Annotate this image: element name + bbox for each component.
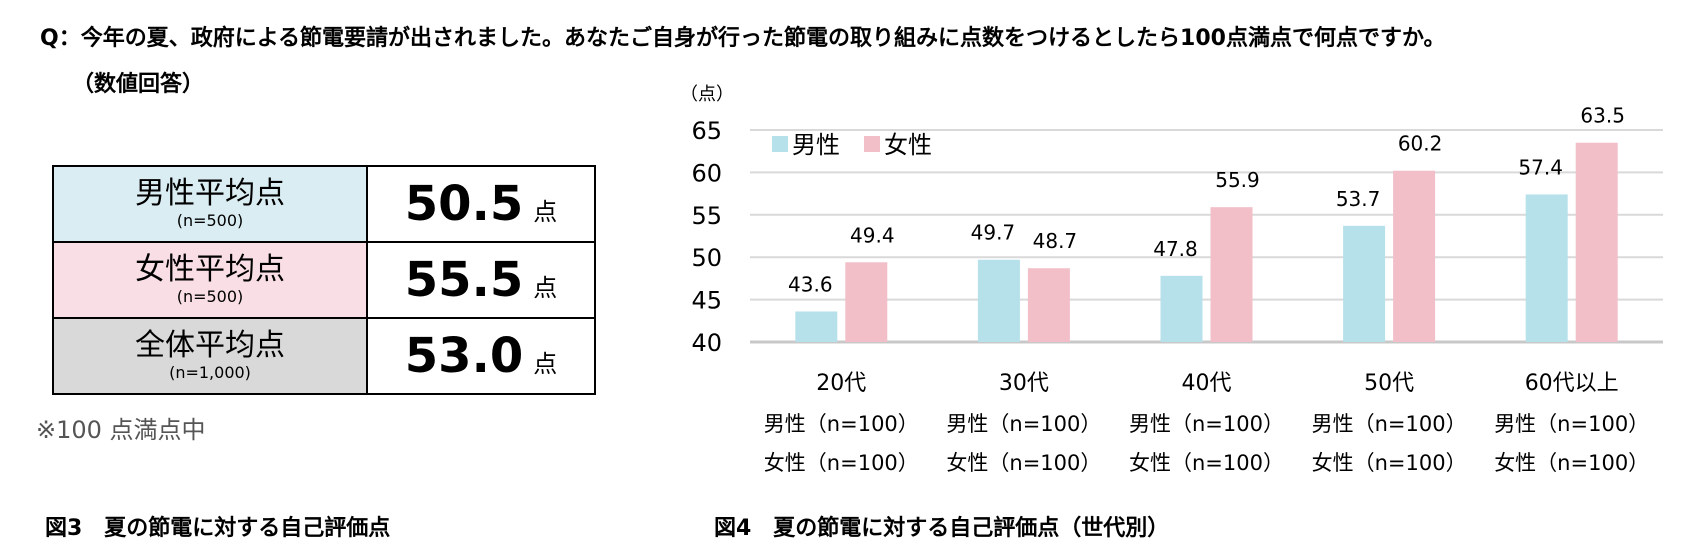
x-sample-male: 男性（n=100） <box>764 412 919 436</box>
legend-label-male: 男性 <box>792 131 840 159</box>
male-average-label: 男性平均点 <box>135 176 285 211</box>
y-tick-label: 60 <box>691 159 722 187</box>
y-tick-label: 50 <box>691 244 722 272</box>
x-sample-female: 女性（n=100） <box>1129 451 1284 475</box>
data-label: 47.8 <box>1153 237 1198 261</box>
x-sample-female: 女性（n=100） <box>764 451 919 475</box>
table-row-female: 女性平均点 (n=500) 55.5 点 <box>52 241 596 319</box>
female-average-unit: 点 <box>533 274 558 302</box>
data-label: 63.5 <box>1580 104 1625 128</box>
female-sample-size: (n=500) <box>176 287 244 306</box>
male-value-cell: 50.5 点 <box>366 165 596 243</box>
data-label: 49.4 <box>850 223 895 247</box>
female-value-cell: 55.5 点 <box>366 241 596 319</box>
male-sample-size: (n=500) <box>176 211 244 230</box>
female-average-label: 女性平均点 <box>135 252 285 287</box>
x-sample-female: 女性（n=100） <box>1312 451 1467 475</box>
figure3-caption: 図3 夏の節電に対する自己評価点 <box>45 516 391 541</box>
data-label: 43.6 <box>788 272 833 296</box>
x-category-label: 50代 <box>1364 371 1414 396</box>
data-label: 48.7 <box>1033 229 1078 253</box>
data-label: 55.9 <box>1215 168 1260 192</box>
bar-female <box>1210 207 1253 342</box>
bar-male <box>1525 194 1568 342</box>
data-label: 53.7 <box>1336 187 1381 211</box>
bar-male <box>795 311 838 342</box>
bar-female <box>1393 170 1436 342</box>
data-label: 49.7 <box>971 221 1016 245</box>
bar-male <box>1160 275 1203 342</box>
y-tick-label: 65 <box>691 117 722 145</box>
x-sample-male: 男性（n=100） <box>946 412 1101 436</box>
x-category-label: 20代 <box>816 371 866 396</box>
x-sample-male: 男性（n=100） <box>1312 412 1467 436</box>
bar-male <box>1343 225 1386 342</box>
x-sample-female: 女性（n=100） <box>1494 451 1649 475</box>
figure4-caption: 図4 夏の節電に対する自己評価点（世代別） <box>714 516 1170 541</box>
x-category-label: 30代 <box>999 371 1049 396</box>
data-label: 60.2 <box>1398 132 1443 156</box>
x-sample-female: 女性（n=100） <box>946 451 1101 475</box>
table-row-male: 男性平均点 (n=500) 50.5 点 <box>52 165 596 243</box>
data-label: 57.4 <box>1518 155 1563 179</box>
x-category-label: 60代以上 <box>1525 371 1619 396</box>
y-tick-label: 40 <box>691 329 722 357</box>
legend-swatch-male <box>772 136 788 152</box>
x-sample-male: 男性（n=100） <box>1129 412 1284 436</box>
y-tick-label: 45 <box>691 287 722 315</box>
total-average-value: 53.0 <box>404 328 524 384</box>
question-answer-type: （数値回答） <box>72 72 205 97</box>
bar-male <box>977 259 1020 342</box>
y-axis-unit-label: （点） <box>680 84 734 105</box>
x-category-label: 40代 <box>1182 371 1232 396</box>
male-average-value: 50.5 <box>404 176 524 232</box>
average-score-table: 男性平均点 (n=500) 50.5 点 女性平均点 (n=500) 55.5 点 … <box>52 165 596 395</box>
total-average-unit: 点 <box>533 350 558 378</box>
total-average-label: 全体平均点 <box>135 328 285 363</box>
question-text: Q：今年の夏、政府による節電要請が出されました。あなたご自身が行った節電の取り組… <box>40 26 1446 51</box>
scale-note: ※100 点満点中 <box>36 416 206 444</box>
male-average-unit: 点 <box>533 198 558 226</box>
bar-female <box>845 262 888 342</box>
total-label-cell: 全体平均点 (n=1,000) <box>52 317 368 395</box>
legend-swatch-female <box>864 136 880 152</box>
y-tick-label: 55 <box>691 202 722 230</box>
male-label-cell: 男性平均点 (n=500) <box>52 165 368 243</box>
total-sample-size: (n=1,000) <box>169 363 251 382</box>
bar-female <box>1027 268 1070 342</box>
bar-female <box>1575 142 1618 342</box>
x-sample-male: 男性（n=100） <box>1494 412 1649 436</box>
female-average-value: 55.5 <box>404 252 524 308</box>
total-value-cell: 53.0 点 <box>366 317 596 395</box>
legend-label-female: 女性 <box>884 131 932 159</box>
table-row-total: 全体平均点 (n=1,000) 53.0 点 <box>52 317 596 395</box>
female-label-cell: 女性平均点 (n=500) <box>52 241 368 319</box>
